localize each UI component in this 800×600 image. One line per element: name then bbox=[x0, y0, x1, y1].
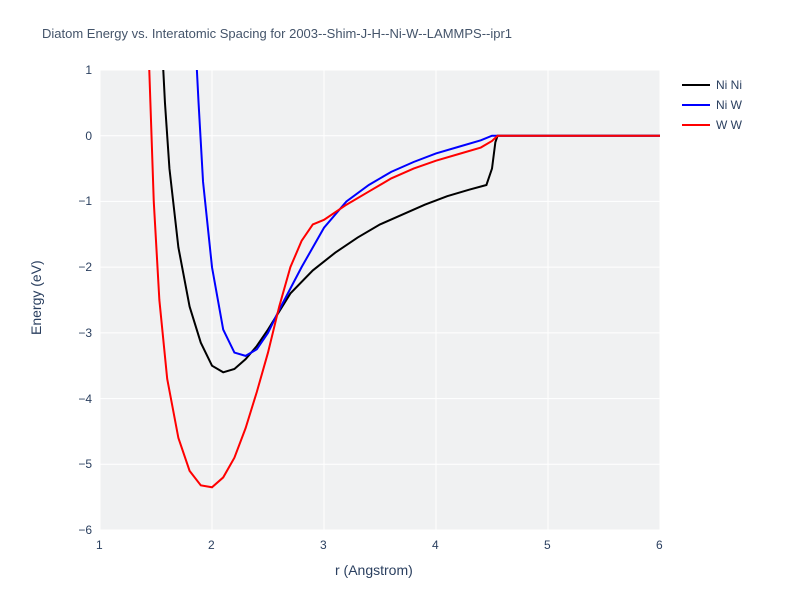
legend-line-icon bbox=[682, 84, 710, 86]
x-tick-label: 1 bbox=[96, 538, 103, 552]
x-tick-label: 4 bbox=[432, 538, 439, 552]
series-ni-w bbox=[195, 37, 660, 356]
legend-line-icon bbox=[682, 104, 710, 106]
x-axis-label: r (Angstrom) bbox=[335, 562, 413, 578]
y-tick-label: −4 bbox=[78, 392, 92, 406]
x-tick-label: 5 bbox=[544, 538, 551, 552]
legend-item-w-w[interactable]: W W bbox=[682, 118, 742, 132]
y-tick-label: −6 bbox=[78, 523, 92, 537]
y-axis-label: Energy (eV) bbox=[28, 260, 44, 335]
y-tick-label: 1 bbox=[85, 63, 92, 77]
y-tick-label: 0 bbox=[85, 129, 92, 143]
series-ni-ni bbox=[162, 37, 660, 372]
legend-label: Ni Ni bbox=[716, 78, 742, 92]
legend-item-ni-ni[interactable]: Ni Ni bbox=[682, 78, 742, 92]
chart-svg bbox=[0, 0, 800, 600]
y-tick-label: −1 bbox=[78, 194, 92, 208]
y-tick-label: −3 bbox=[78, 326, 92, 340]
y-tick-label: −2 bbox=[78, 260, 92, 274]
x-tick-label: 2 bbox=[208, 538, 215, 552]
legend-item-ni-w[interactable]: Ni W bbox=[682, 98, 742, 112]
legend-label: Ni W bbox=[716, 98, 742, 112]
y-tick-label: −5 bbox=[78, 457, 92, 471]
x-tick-label: 6 bbox=[656, 538, 663, 552]
legend-label: W W bbox=[716, 118, 742, 132]
series-w-w bbox=[148, 37, 660, 487]
legend-line-icon bbox=[682, 124, 710, 126]
x-tick-label: 3 bbox=[320, 538, 327, 552]
